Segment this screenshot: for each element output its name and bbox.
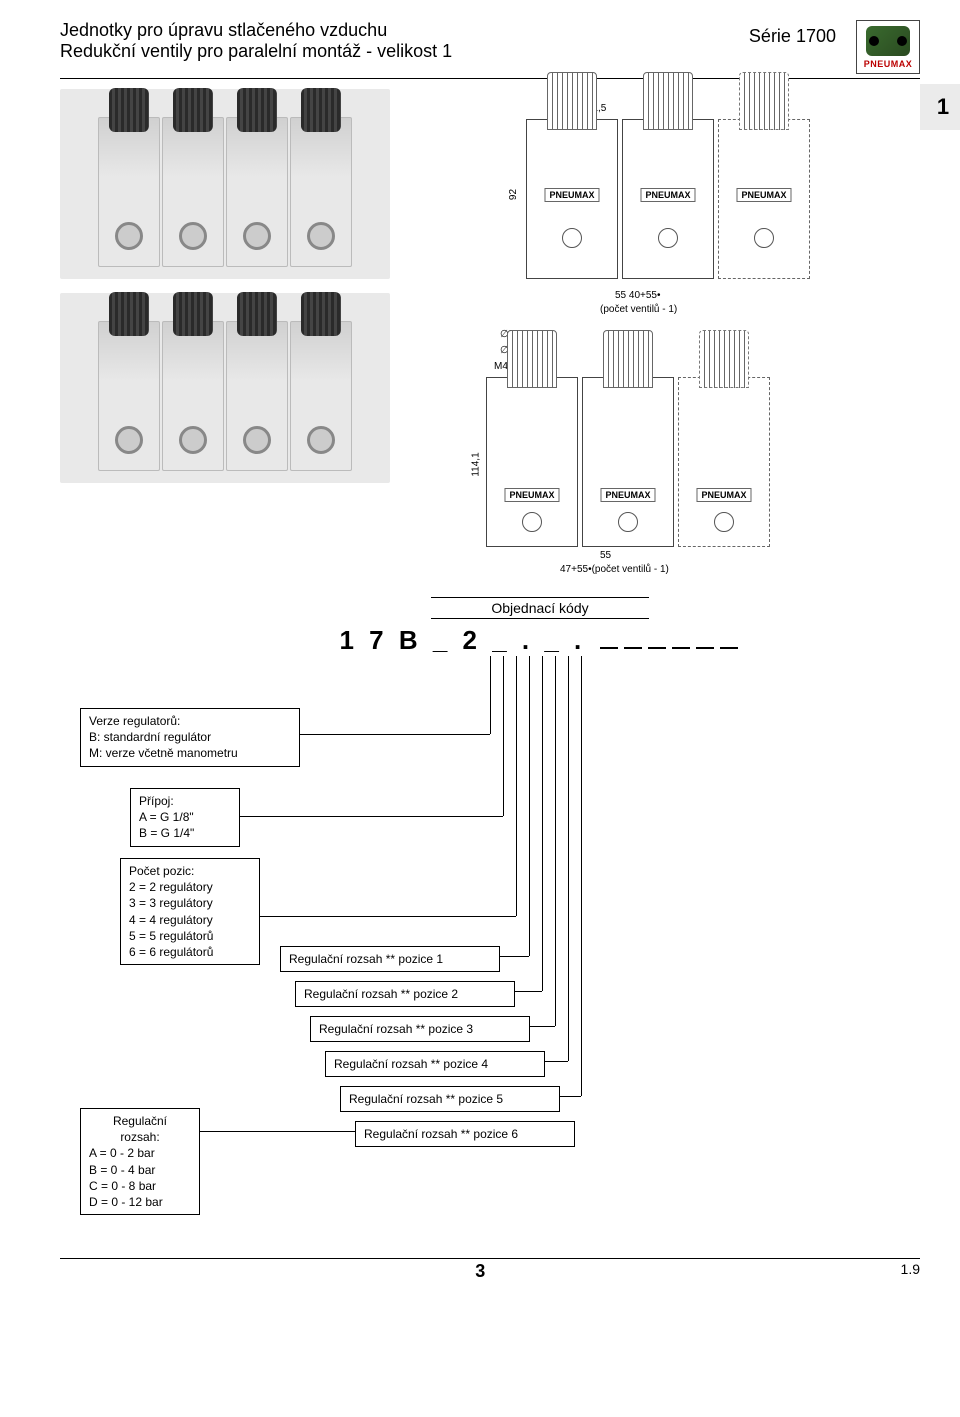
logo-mark [866,26,910,56]
brand-logo: PNEUMAX [856,20,920,74]
figures-row: ∅38 M30x1,5 92 PNEUMAX PNEUMAX PNEUMAX 5… [60,89,920,579]
page-footer: 3 1.9 [60,1258,920,1282]
ordering-section: Objednací kódy 1 7 B _ 2 _ . _ . Verze r… [60,597,920,1238]
box-range-4: Regulační rozsah ** pozice 4 [325,1051,545,1077]
order-code: 1 7 B _ 2 _ . _ . [160,625,920,656]
dim-note-2: 47+55•(počet ventilů - 1) [560,564,669,575]
technical-diagram-2: ∅53 ∅47 M42x1,5 114,1 PNEUMAX PNEUMAX PN… [430,329,920,579]
box-range-6: Regulační rozsah ** pozice 6 [355,1121,575,1147]
dim-note-1: (počet ventilů - 1) [600,304,677,315]
photos-column [60,89,420,579]
dim-55: 55 [600,550,611,561]
header-right: Série 1700 PNEUMAX [749,20,920,74]
box-range-2: Regulační rozsah ** pozice 2 [295,981,515,1007]
title-line-1: Jednotky pro úpravu stlačeného vzduchu [60,20,749,41]
page-side-tab: 1 [920,84,960,130]
footer-page-center: 3 [60,1261,901,1282]
product-photo-1 [60,89,390,279]
title-line-2: Redukční ventily pro paralelní montáž - … [60,41,749,62]
header-left: Jednotky pro úpravu stlačeného vzduchu R… [60,20,749,62]
technical-diagram-1: ∅38 M30x1,5 92 PNEUMAX PNEUMAX PNEUMAX 5… [430,89,920,319]
box-range-3: Regulační rozsah ** pozice 3 [310,1016,530,1042]
box-range-5: Regulační rozsah ** pozice 5 [340,1086,560,1112]
page-header: Jednotky pro úpravu stlačeného vzduchu R… [60,20,920,79]
product-photo-2 [60,293,390,483]
dim-92: 92 [508,189,519,200]
logo-text: PNEUMAX [864,59,913,69]
order-code-text: 1 7 B _ 2 _ . _ . [339,625,585,655]
dim-114: 114,1 [471,452,482,476]
diagrams-column: ∅38 M30x1,5 92 PNEUMAX PNEUMAX PNEUMAX 5… [430,89,920,579]
ordering-title: Objednací kódy [431,597,648,619]
box-positions: Počet pozic: 2 = 2 regulátory 3 = 3 regu… [120,858,260,965]
footer-page-right: 1.9 [901,1261,920,1282]
series-label: Série 1700 [749,26,836,47]
box-range-legend: Regulační rozsah: A = 0 - 2 bar B = 0 - … [80,1108,200,1215]
ordering-tree: Verze regulatorů: B: standardní reguláto… [80,678,920,1238]
box-version: Verze regulatorů: B: standardní reguláto… [80,708,300,767]
box-range-1: Regulační rozsah ** pozice 1 [280,946,500,972]
box-connection: Přípoj: A = G 1/8" B = G 1/4" [130,788,240,847]
dim-55-40: 55 40+55• [615,290,661,301]
